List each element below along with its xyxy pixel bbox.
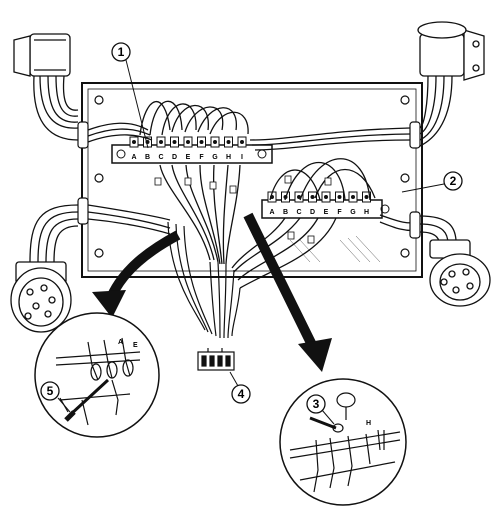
detail-view-left: A E: [34, 312, 160, 438]
upper-board-terminal-screw: [186, 140, 190, 144]
callout-3-label: 3: [313, 397, 320, 411]
wire-tags: [154, 175, 332, 244]
lower-board-terminal-screw: [337, 195, 342, 199]
terminal-board-upper: A B C D E F G H I: [111, 136, 273, 164]
upper-board-terminal-screw: [240, 140, 244, 144]
detail-left-letter-a: A: [118, 339, 123, 346]
upper-board-terminal-letter: F: [199, 154, 204, 161]
lower-board-terminal-screw: [351, 195, 355, 199]
lower-board-terminal-screw: [310, 195, 315, 199]
upper-board-terminal-letter: A: [131, 154, 136, 161]
upper-board-terminal-letter: E: [186, 154, 191, 161]
upper-board-terminal-screw: [172, 140, 177, 144]
lower-board-terminal-letter: H: [364, 209, 369, 216]
upper-board-terminal-screw: [213, 140, 217, 144]
upper-board-terminal-letter: I: [241, 154, 243, 161]
lower-board-terminal-screw: [324, 195, 328, 199]
callout-2: 2: [401, 171, 463, 193]
lower-board-terminal-letter: E: [324, 209, 329, 216]
callout-5: 5: [40, 381, 71, 413]
lower-board-terminal-screw: [297, 195, 301, 199]
lower-board-terminal-screw: [364, 195, 369, 199]
callout-1-label: 1: [118, 45, 125, 59]
lower-board-terminal-letter: D: [310, 209, 315, 216]
lower-board-terminal-letter: B: [283, 209, 288, 216]
arrow-right: [243, 212, 332, 372]
lower-board-terminal-letter: G: [350, 209, 356, 216]
upper-board-terminal-screw: [132, 140, 136, 144]
upper-board-terminal-letter: B: [145, 154, 150, 161]
callout-3: 3: [306, 394, 335, 425]
arrow-left: [92, 230, 181, 318]
upper-board-terminal-letter: D: [172, 154, 177, 161]
upper-board-terminal-screw: [199, 140, 204, 144]
connector-top-left: [13, 33, 79, 141]
detail-right-letter-h: H: [366, 420, 371, 427]
upper-board-terminal-letter: G: [212, 154, 218, 161]
upper-board-terminal-screw: [226, 140, 231, 144]
callout-4: 4: [229, 371, 251, 404]
connector-lower-left: [10, 204, 79, 333]
upper-board-terminal-letter: H: [226, 154, 231, 161]
grommets: [77, 121, 421, 239]
detail-view-right: H: [279, 378, 407, 506]
lower-board-terminal-letter: C: [296, 209, 301, 216]
callout-2-label: 2: [450, 174, 457, 188]
connector-top-right: [417, 21, 485, 147]
lower-board-terminal-letter: A: [269, 209, 274, 216]
detail-left-letter-e: E: [133, 342, 138, 349]
small-terminal-block: [197, 348, 235, 371]
lower-board-terminal-letter: F: [337, 209, 342, 216]
callout-5-label: 5: [47, 384, 54, 398]
upper-board-terminal-letter: C: [158, 154, 163, 161]
callout-1: 1: [111, 42, 149, 149]
connector-lower-right: [419, 215, 491, 307]
upper-board-terminal-screw: [159, 140, 163, 144]
callout-4-label: 4: [238, 387, 245, 401]
mounting-panel: [81, 82, 423, 278]
